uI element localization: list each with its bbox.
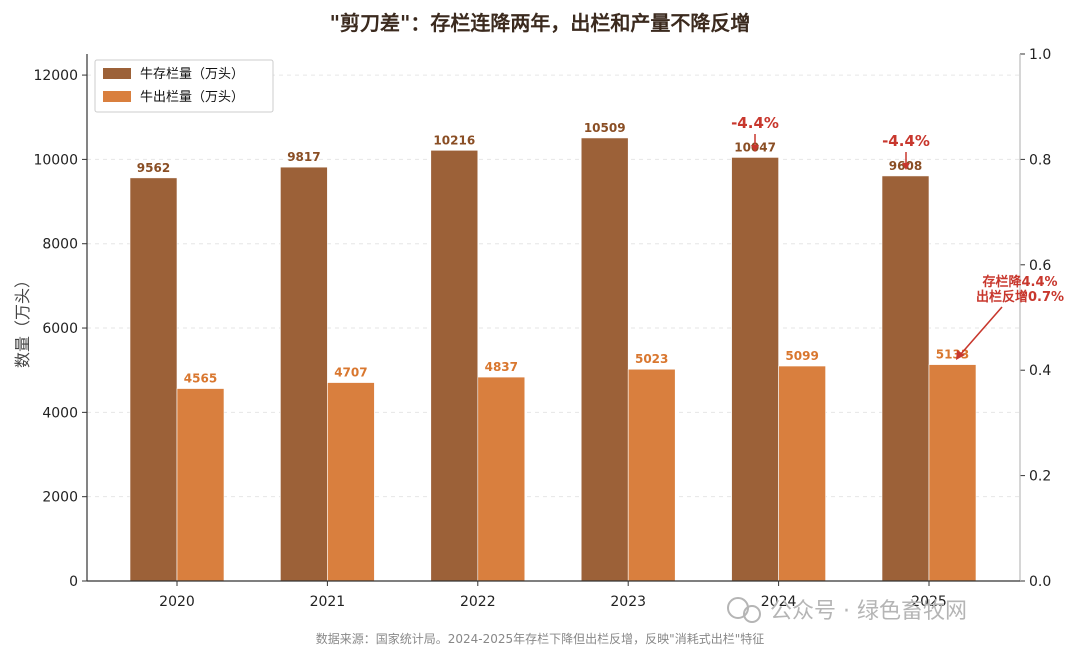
- y-tick-label: 12000: [33, 68, 78, 84]
- legend-box: [94, 59, 274, 113]
- bar-stock: [731, 157, 779, 582]
- y2-tick-label: 0.6: [1029, 258, 1051, 274]
- wechat-icon-bubble: [743, 605, 761, 623]
- legend: 牛存栏量（万头） 牛出栏量（万头）: [94, 59, 274, 113]
- data-label-out: 4837: [485, 360, 518, 374]
- bar-out: [477, 376, 526, 582]
- bar-stock: [129, 177, 178, 582]
- y2-tick-label: 1.0: [1029, 47, 1051, 63]
- x-tick-label: 2020: [159, 594, 195, 610]
- bar-stock: [580, 137, 629, 582]
- y2-tick-label: 0.8: [1029, 152, 1051, 168]
- data-label-out: 4565: [184, 372, 217, 386]
- data-label-stock: 10509: [584, 121, 626, 135]
- watermark-text: 公众号 · 绿色畜牧网: [770, 599, 967, 624]
- bar-out: [327, 382, 375, 582]
- y-tick-label: 0: [69, 574, 78, 590]
- bar-out: [627, 368, 676, 582]
- data-label-out: 5133: [936, 348, 969, 362]
- bar-stock: [881, 175, 930, 582]
- legend-swatch-stock: [103, 68, 131, 79]
- y-tick-label: 10000: [33, 152, 78, 168]
- bar-out: [928, 364, 977, 582]
- y-axis-label: 数量（万头）: [13, 272, 32, 368]
- x-tick-label: 2023: [610, 594, 646, 610]
- bar-stock: [280, 166, 328, 582]
- y2-tick-label: 0.2: [1029, 469, 1051, 485]
- legend-label-out: 牛出栏量（万头）: [140, 90, 244, 105]
- x-tick-label: 2024: [761, 594, 797, 610]
- y2-tick-label: 0.4: [1029, 363, 1051, 379]
- annotation-2024-arrowhead: [751, 145, 759, 152]
- y-tick-label: 2000: [42, 490, 78, 506]
- legend-swatch-out: [103, 91, 131, 102]
- x-tick-label: 2025: [911, 594, 947, 610]
- y-tick-label: 6000: [42, 321, 78, 337]
- data-label-out: 5099: [785, 349, 818, 363]
- annotation-2025-arrowhead: [902, 163, 910, 170]
- note-line-2: 出栏反增0.7%: [976, 289, 1064, 305]
- bar-labels-group: 9562456598174707102164837105095023100475…: [137, 121, 969, 386]
- gridlines: [87, 74, 1020, 498]
- data-label-out: 5023: [635, 352, 668, 366]
- chart-title: "剪刀差"：存栏连降两年，出栏和产量不降反增: [330, 11, 751, 35]
- data-label-stock: 9562: [137, 161, 170, 175]
- data-label-out: 4707: [334, 366, 367, 380]
- axes-group: 0 2000 4000 6000 8000 10000 12000 0.0 0.2 0.4 0.6 0…: [33, 47, 1051, 610]
- legend-label-stock: 牛存栏量（万头）: [140, 67, 244, 82]
- data-label-stock: 10216: [433, 133, 475, 147]
- bars-group: [129, 137, 977, 582]
- source-note: 数据来源：国家统计局。2024-2025年存栏下降但出栏反增，反映"消耗式出栏"…: [316, 631, 764, 646]
- y2-tick-label: 0.0: [1029, 574, 1051, 590]
- x-tick-label: 2022: [460, 594, 496, 610]
- bar-out: [176, 388, 225, 582]
- annotation-2024-pct: -4.4%: [731, 114, 779, 132]
- bar-out: [778, 365, 826, 582]
- watermark: 公众号 · 绿色畜牧网: [727, 597, 967, 624]
- x-tick-label: 2021: [310, 594, 346, 610]
- note-arrowhead: [956, 350, 965, 360]
- note-arrow: [959, 306, 1003, 356]
- y-tick-label: 4000: [42, 405, 78, 421]
- data-label-stock: 9817: [287, 150, 320, 164]
- note-line-1: 存栏降4.4%: [982, 274, 1057, 290]
- bar-stock: [430, 149, 479, 582]
- annotation-2025-pct: -4.4%: [882, 132, 930, 150]
- y-tick-label: 8000: [42, 237, 78, 253]
